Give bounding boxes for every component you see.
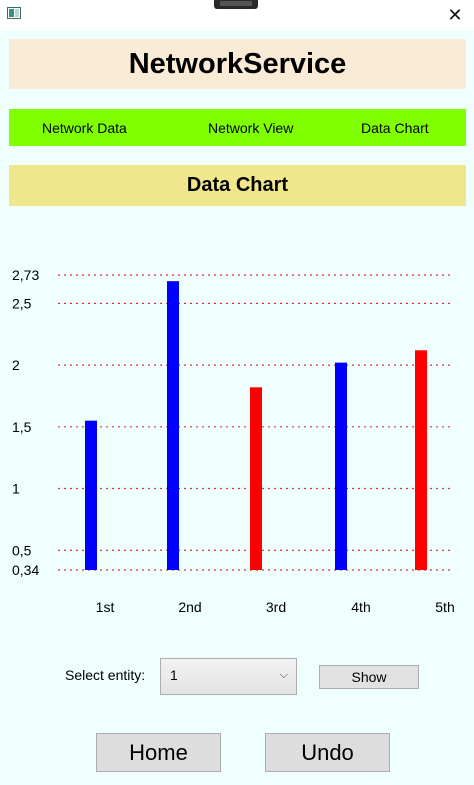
entity-select[interactable]: 1 ⌵ bbox=[160, 658, 297, 695]
bar-4th bbox=[335, 362, 347, 570]
bar-5th bbox=[415, 350, 427, 570]
show-button[interactable]: Show bbox=[319, 665, 419, 689]
nav-data-chart[interactable]: Data Chart bbox=[361, 120, 429, 136]
x-tick-label: 1st bbox=[96, 599, 115, 615]
y-tick-label: 0,5 bbox=[12, 542, 32, 558]
y-tick-label: 2,5 bbox=[12, 295, 32, 311]
bar-2nd bbox=[167, 281, 179, 570]
x-tick-label: 5th bbox=[435, 599, 454, 615]
title-handle-icon bbox=[214, 0, 258, 9]
select-entity-label: Select entity: bbox=[65, 667, 146, 683]
app-title: NetworkService bbox=[128, 47, 347, 80]
x-tick-label: 3rd bbox=[266, 599, 286, 615]
close-button[interactable]: ✕ bbox=[447, 5, 463, 25]
app-icon bbox=[7, 7, 21, 19]
y-tick-label: 0,34 bbox=[12, 562, 39, 578]
undo-button[interactable]: Undo bbox=[265, 733, 390, 772]
y-tick-label: 1 bbox=[12, 481, 20, 497]
entity-select-value: 1 bbox=[170, 667, 178, 683]
section-header: Data Chart bbox=[9, 165, 466, 206]
x-tick-label: 2nd bbox=[178, 599, 201, 615]
app-header: NetworkService bbox=[9, 39, 466, 89]
section-title: Data Chart bbox=[186, 174, 289, 196]
y-tick-label: 2,73 bbox=[12, 267, 39, 283]
y-tick-label: 2 bbox=[12, 357, 20, 373]
title-bar: ✕ bbox=[0, 0, 474, 30]
bar-1st bbox=[85, 420, 97, 570]
nav-network-data[interactable]: Network Data bbox=[42, 120, 127, 136]
nav-bar: Network Data Network View Data Chart bbox=[9, 109, 466, 146]
bar-3rd bbox=[250, 387, 262, 570]
x-tick-label: 4th bbox=[351, 599, 370, 615]
home-button[interactable]: Home bbox=[96, 733, 221, 772]
chevron-down-icon: ⌵ bbox=[279, 669, 288, 681]
y-tick-label: 1,5 bbox=[12, 419, 32, 435]
nav-network-view[interactable]: Network View bbox=[208, 120, 294, 136]
